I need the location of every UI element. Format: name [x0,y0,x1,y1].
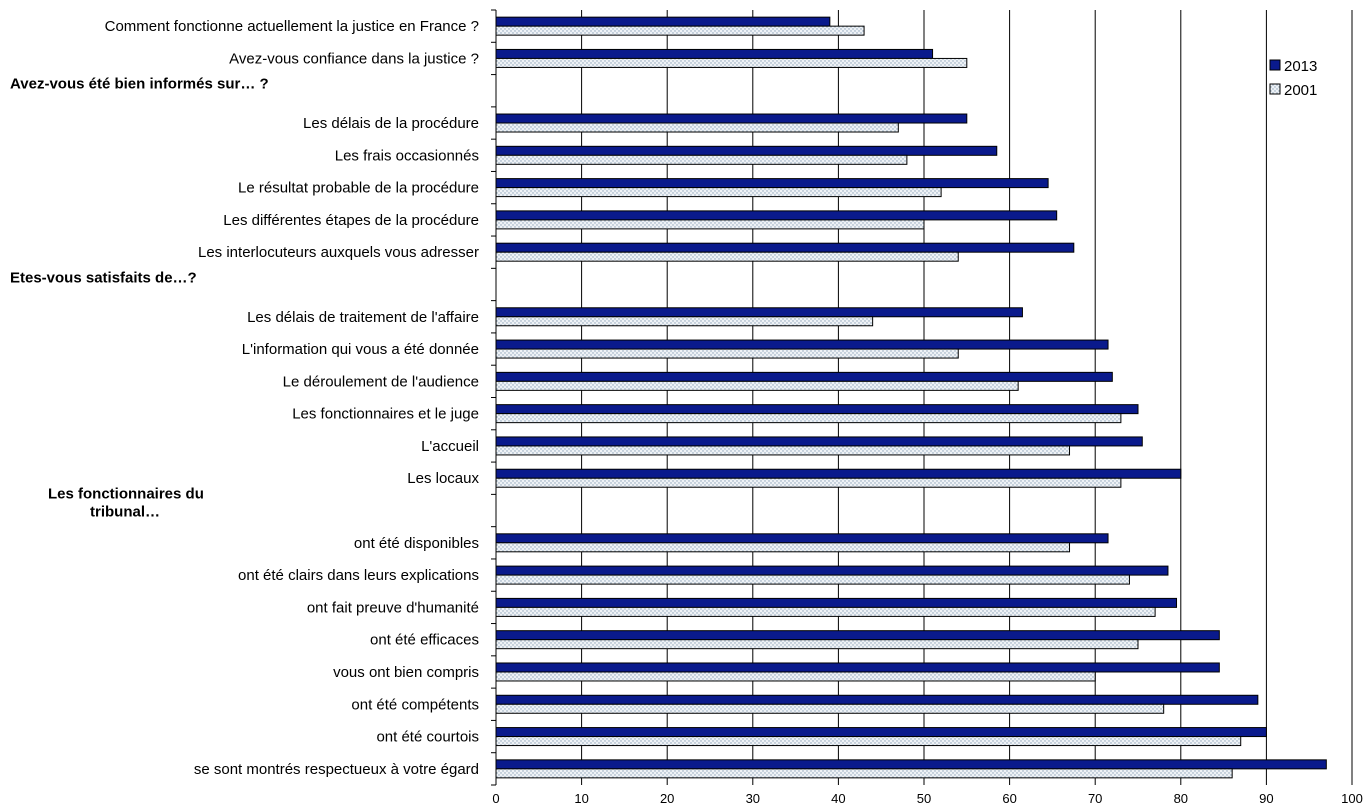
category-label: vous ont bien compris [333,664,479,681]
x-tick-label: 70 [1088,791,1102,806]
category-label: Les frais occasionnés [335,147,479,164]
bar-2001 [495,639,1139,650]
category-label: Les locaux [407,470,479,487]
bar-2001 [495,413,1122,424]
bar-2001 [495,606,1156,617]
legend-label: 2001 [1284,82,1317,99]
category-label: L'information qui vous a été donnée [242,341,479,358]
category-label: Comment fonctionne actuellement la justi… [105,18,479,35]
bar-2013 [495,339,1109,350]
bar-2013 [495,113,968,124]
bar-2001 [495,316,874,327]
bar-2001 [495,122,899,133]
category-label: ont été disponibles [354,535,479,552]
bar-2013 [495,533,1109,544]
category-label: Les délais de la procédure [303,115,479,132]
category-label: se sont montrés respectueux à votre égar… [194,761,479,778]
legend-swatch [1269,83,1281,95]
bar-2013 [495,468,1182,479]
category-label: Les interlocuteurs auxquels vous adresse… [198,244,479,261]
group-heading-line: tribunal… [90,504,160,521]
bar-2013 [495,210,1058,221]
x-tick-label: 60 [1002,791,1016,806]
category-label: Le déroulement de l'audience [283,373,479,390]
category-label: Les fonctionnaires et le juge [292,406,479,423]
bar-2001 [495,671,1096,682]
x-tick-label: 0 [492,791,499,806]
category-label: Les différentes étapes de la procédure [223,212,479,229]
bar-2013 [495,307,1023,318]
legend-label: 2013 [1284,58,1317,75]
category-label: L'accueil [421,438,479,455]
bar-2013 [495,48,934,59]
x-tick-label: 50 [917,791,931,806]
x-tick-label: 30 [746,791,760,806]
bar-2013 [495,630,1220,641]
bar-2001 [495,219,925,230]
category-label: ont été clairs dans leurs explications [238,567,479,584]
bar-2013 [495,565,1169,576]
bar-2001 [495,542,1071,553]
x-tick-label: 10 [574,791,588,806]
bar-2001 [495,380,1019,391]
bar-2013 [495,242,1075,253]
category-label: Avez-vous confiance dans la justice ? [229,50,479,67]
axes: 0 10 20 30 40 50 60 70 80 90 100 [491,9,1363,806]
bar-2013 [495,145,998,156]
bar-2001 [495,348,959,359]
bar-2013 [495,371,1113,382]
bar-2013 [495,662,1220,673]
bar-2001 [495,574,1130,585]
bar-2001 [495,736,1242,747]
group-heading: Avez-vous été bien informés sur… ? [10,76,269,93]
category-label: Le résultat probable de la procédure [238,180,479,197]
bar-2001 [495,57,968,68]
bars [495,16,1327,779]
bar-2013 [495,759,1327,770]
x-tick-label: 40 [831,791,845,806]
bar-2001 [495,703,1165,714]
bar-2013 [495,16,831,27]
bar-2001 [495,477,1122,488]
bar-2013 [495,436,1143,447]
bar-2013 [495,727,1267,738]
bar-2001 [495,187,942,198]
bar-2013 [495,404,1139,415]
bar-2001 [495,445,1071,456]
bar-2013 [495,597,1178,608]
group-heading: Les fonctionnaires du tribunal… [48,486,204,521]
bar-2013 [495,178,1049,189]
bar-2013 [495,694,1259,705]
x-tick-label: 90 [1259,791,1273,806]
category-label: Les délais de traitement de l'affaire [247,309,479,326]
group-heading-line: Les fonctionnaires du [48,486,204,503]
category-label: ont été courtois [376,729,479,746]
bar-2001 [495,154,908,165]
bar-2001 [495,768,1233,779]
x-tick-label: 100 [1341,791,1363,806]
category-label: ont été compétents [351,696,479,713]
group-heading: Etes-vous satisfaits de…? [10,269,197,286]
category-label: ont fait preuve d'humanité [307,599,479,616]
grid-lines [581,10,1353,785]
category-label: ont été efficaces [370,632,479,649]
bar-2001 [495,25,865,36]
bar-2001 [495,251,959,262]
x-tick-label: 80 [1174,791,1188,806]
x-tick-label: 20 [660,791,674,806]
category-labels: Comment fonctionne actuellement la justi… [10,18,479,778]
legend: 2013 2001 [1269,58,1317,99]
legend-swatch [1269,59,1281,71]
